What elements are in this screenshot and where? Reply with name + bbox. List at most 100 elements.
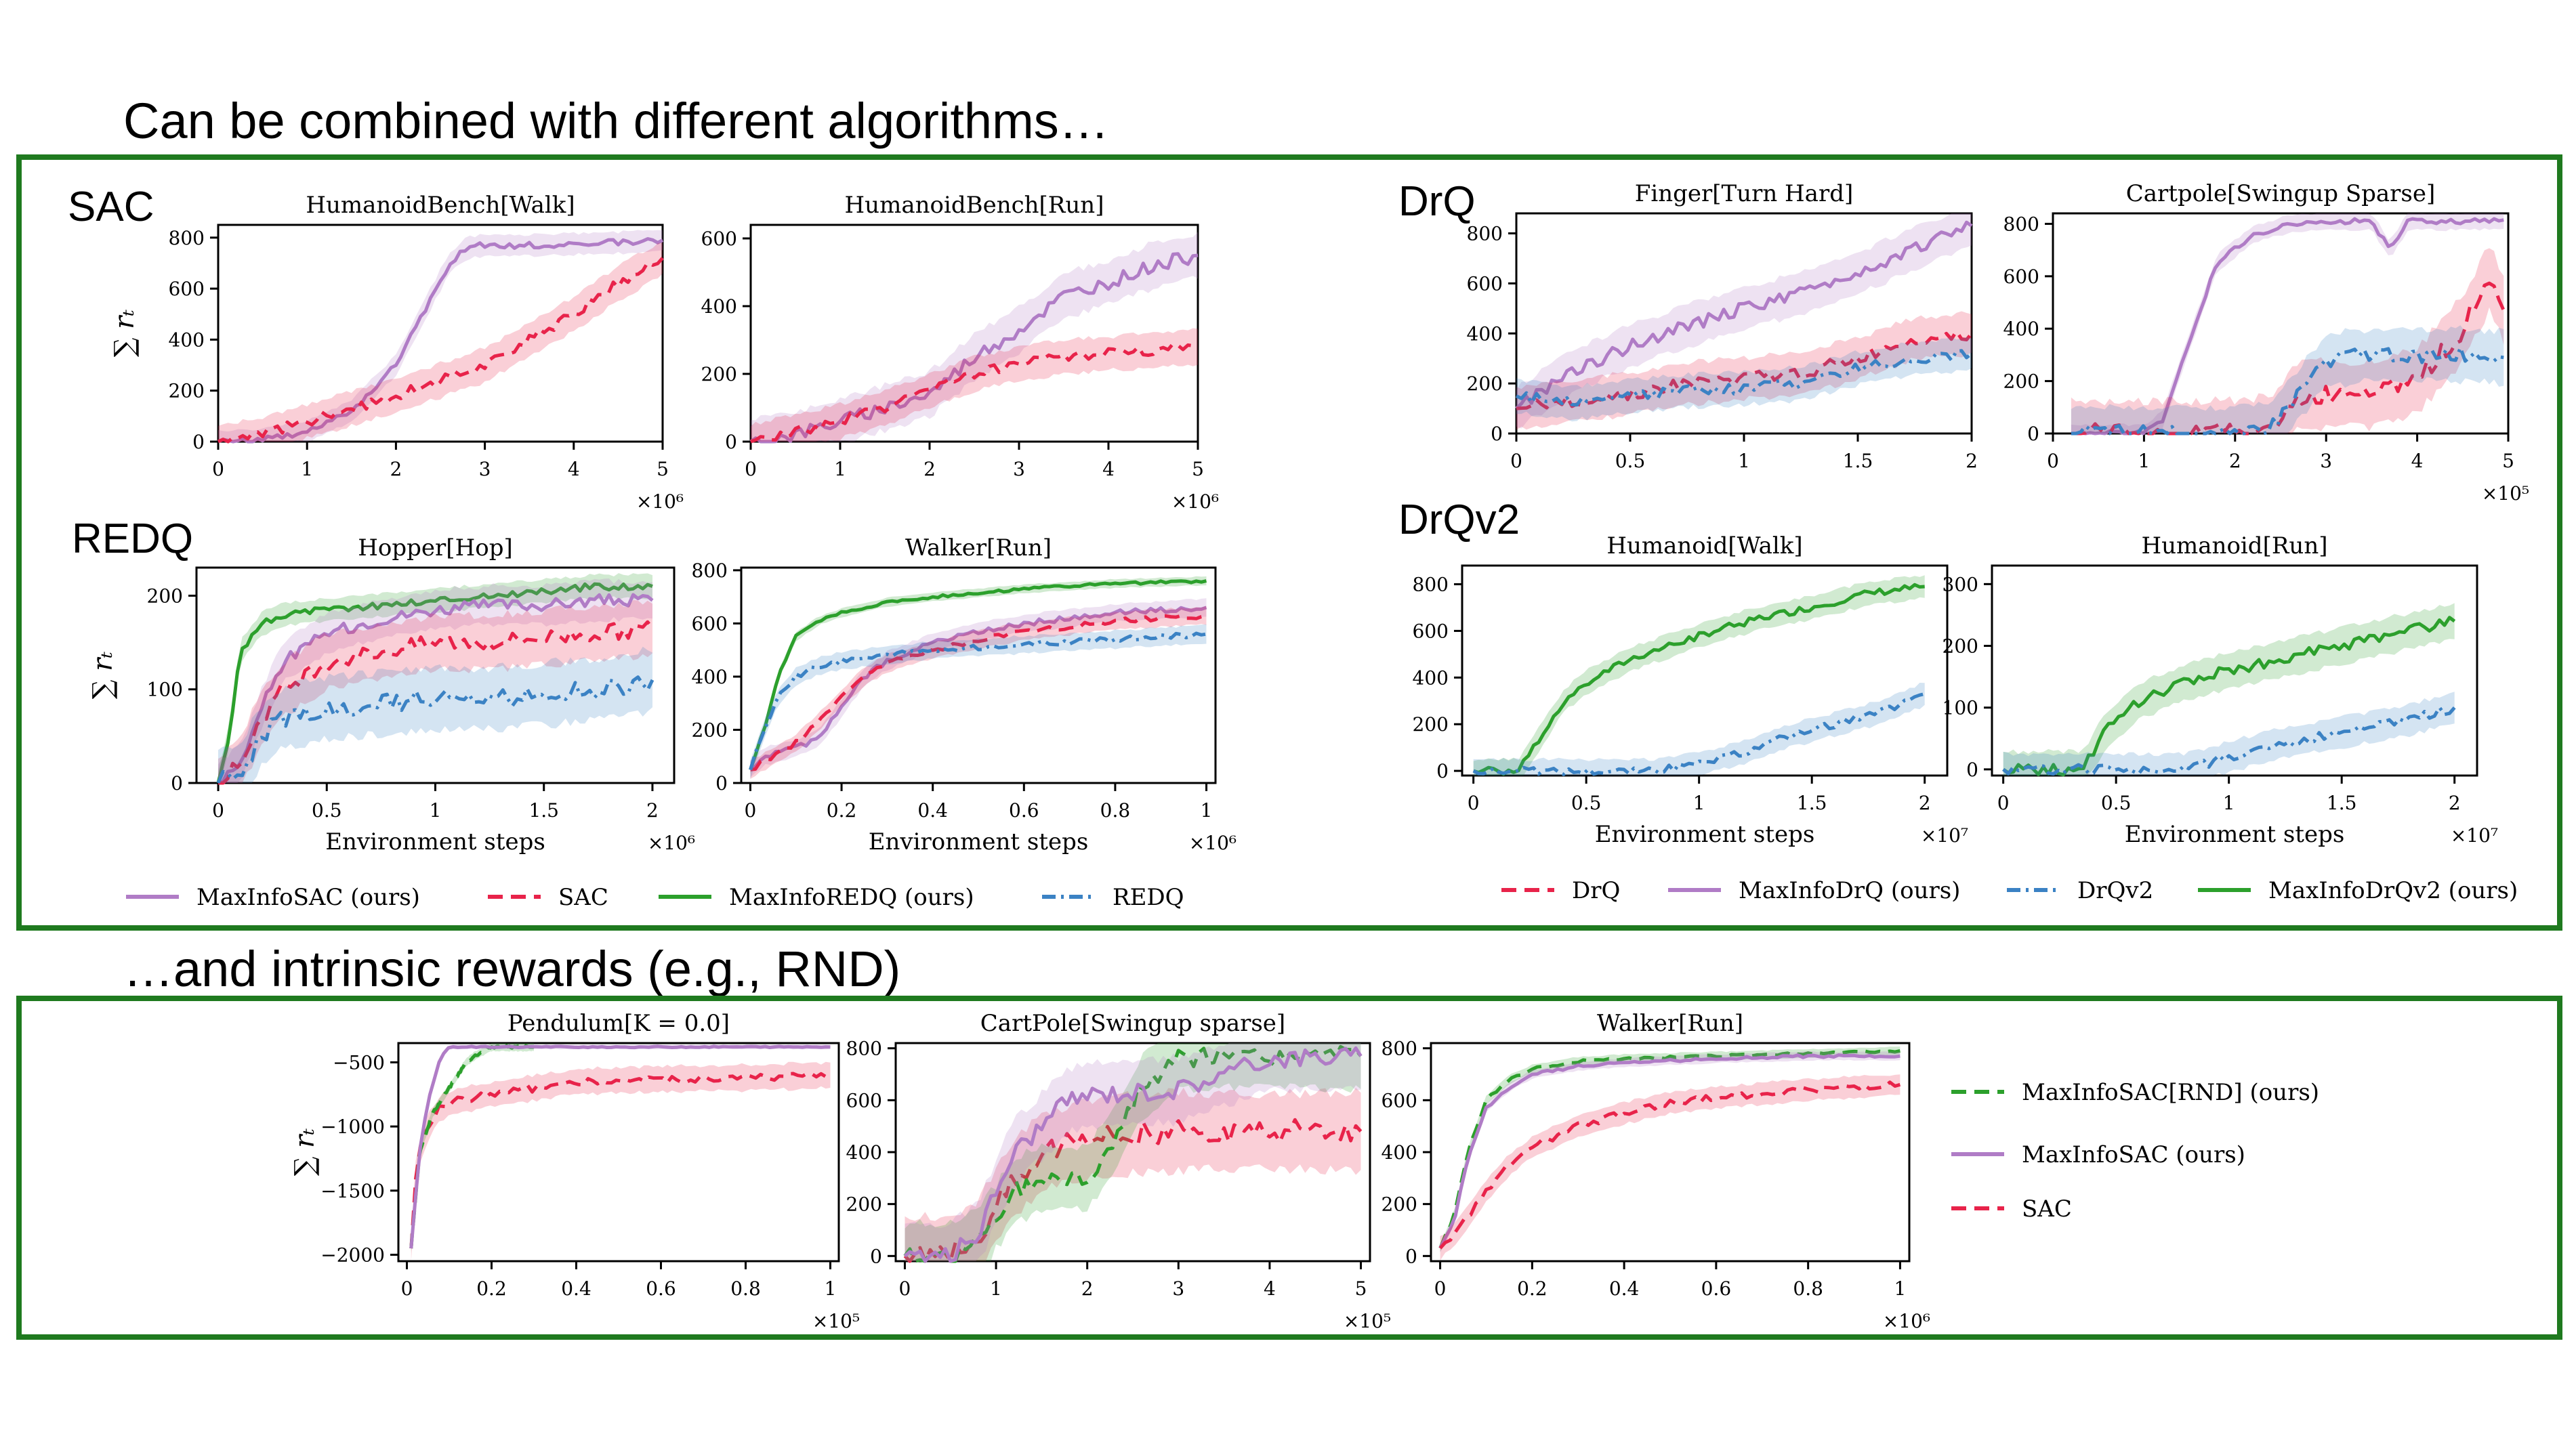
legend-label: MaxInfoSAC (ours) [2022,1141,2245,1168]
y-tick-label: 0 [870,1245,882,1267]
series-band [750,624,1207,780]
bottom-frame [16,996,2562,1340]
x-tick-label: 0 [2047,450,2059,472]
series-line [409,1044,535,1249]
series-line [409,1072,831,1249]
series-band [411,1043,534,1253]
series-band [218,230,663,442]
y-tick-label: 400 [846,1141,882,1164]
legend-label: MaxInfoREDQ (ours) [729,884,974,911]
y-tick-label: 800 [169,227,205,249]
x-multiplier: ×10⁶ [1171,490,1219,513]
group-label-drq: DrQ [1398,178,1476,225]
series-line [749,631,1207,771]
x-tick-label: 1 [825,1277,837,1300]
y-tick-label: 200 [701,363,737,385]
legend-label: SAC [558,884,608,911]
x-tick-label: 1 [301,458,313,480]
series-band [1473,575,1925,776]
y-tick-label: −1500 [320,1180,385,1202]
x-tick-label: 5 [2502,450,2514,472]
y-tick-label: 400 [169,329,205,351]
y-tick-label: 0 [1436,760,1449,782]
x-tick-label: 0 [1510,450,1522,472]
group-label-sac: SAC [68,184,154,230]
y-tick-label: 0 [1966,759,1978,781]
chart-title: Hopper[Hop] [358,534,512,562]
series-line [218,620,655,785]
x-tick-label: 0 [1997,792,2010,814]
chart-title: CartPole[Swingup sparse] [980,1010,1285,1037]
y-tick-label: 600 [1413,620,1449,642]
series-line [1438,1049,1900,1249]
y-tick-label: 400 [692,666,728,688]
x-tick-label: 0.5 [2101,792,2132,814]
series-band [905,1043,1361,1261]
x-tick-label: 0.2 [476,1277,507,1300]
x-tick-label: 0 [899,1277,911,1300]
series-band [218,578,652,783]
series-line [2071,281,2506,436]
x-axis-label: Environment steps [325,828,545,855]
y-tick-label: 0 [2027,423,2039,445]
x-tick-label: 0 [401,1277,413,1300]
chart-title: HumanoidBench[Run] [845,192,1104,219]
x-multiplier: ×10⁶ [1883,1310,1930,1332]
plot-frame [1430,1042,1911,1263]
x-tick-label: 0.2 [1517,1277,1547,1300]
plot-frame [2052,212,2510,435]
y-tick-label: −500 [333,1051,385,1074]
x-tick-label: 3 [1013,458,1025,480]
series-line [749,606,1207,771]
x-tick-label: 0.8 [1793,1277,1823,1300]
chart-title: Humanoid[Run] [2142,532,2328,559]
y-tick-label: 400 [701,295,737,318]
series-line [2071,345,2504,436]
x-tick-label: 2 [646,799,659,822]
y-tick-label: 800 [846,1038,882,1060]
series-line [217,237,664,444]
x-tick-label: 1.5 [1797,792,1827,814]
x-tick-label: 0.4 [1609,1277,1640,1300]
top-heading: Can be combined with different algorithm… [123,93,1109,149]
y-tick-label: 300 [1943,573,1978,595]
y-axis-label: ∑ rₜ [109,310,140,357]
y-tick-label: 100 [1943,697,1978,719]
legend-label: MaxInfoSAC[RND] (ours) [2022,1079,2319,1106]
x-tick-label: 2 [923,458,936,480]
legend-label: DrQ [1572,877,1620,904]
y-tick-label: 0 [715,772,728,795]
series-band [1516,337,1972,422]
x-tick-label: 2 [1966,450,1978,472]
legend-label: MaxInfoDrQv2 (ours) [2268,877,2518,904]
series-line [750,342,1199,444]
y-tick-label: 600 [1467,272,1503,295]
x-tick-label: 5 [1355,1277,1367,1300]
chart-title: Humanoid[Walk] [1606,532,1802,559]
series-band [2071,325,2504,433]
y-tick-label: 200 [2003,370,2039,393]
y-tick-label: 100 [147,679,183,701]
y-tick-label: −2000 [320,1244,385,1267]
chart-title: Walker[Run] [1597,1010,1743,1037]
series-band [218,646,652,783]
x-tick-label: 2 [2449,792,2461,814]
x-tick-label: 0.6 [1009,799,1039,822]
y-tick-label: 0 [171,772,183,795]
y-tick-label: 600 [2003,266,2039,288]
y-tick-label: 600 [1382,1089,1417,1111]
plot-frame [1461,564,1949,777]
y-tick-label: 400 [2003,318,2039,340]
x-tick-label: 1.5 [528,799,559,822]
x-tick-label: 2 [1081,1277,1094,1300]
x-tick-label: 2 [1919,792,1931,814]
x-tick-label: 5 [1192,458,1204,480]
legend-label: MaxInfoDrQ (ours) [1739,877,1960,904]
series-band [2071,213,2504,433]
y-tick-label: 800 [1382,1038,1417,1060]
y-tick-label: 200 [169,380,205,402]
y-tick-label: 200 [846,1193,882,1216]
x-tick-label: 3 [2320,450,2332,472]
chart-title: HumanoidBench[Walk] [306,192,575,219]
